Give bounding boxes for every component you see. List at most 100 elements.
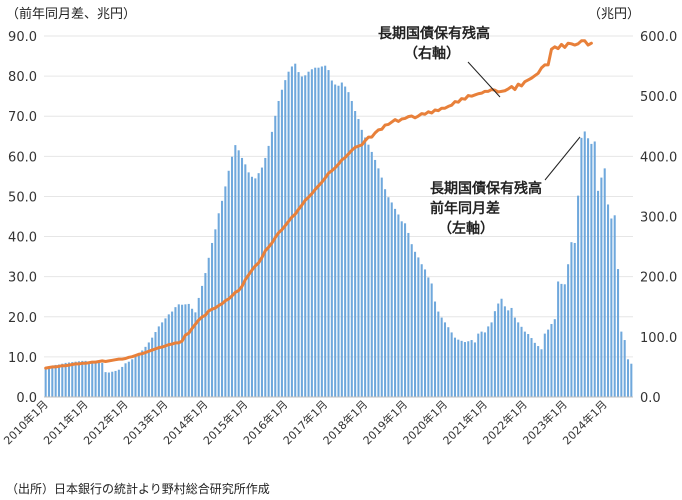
bar xyxy=(377,168,380,397)
bar xyxy=(134,356,137,397)
bar xyxy=(221,200,224,397)
bar xyxy=(350,100,353,397)
bar xyxy=(400,221,403,397)
right-tick-label: 100.0 xyxy=(640,331,677,346)
bar xyxy=(144,346,147,397)
bar xyxy=(47,366,51,397)
bar xyxy=(443,322,447,397)
bar xyxy=(307,71,310,397)
bar xyxy=(151,337,154,397)
bar xyxy=(67,362,70,397)
bar xyxy=(101,362,104,397)
left-tick-label: 40.0 xyxy=(8,231,37,246)
bar xyxy=(374,159,377,397)
bar xyxy=(570,242,573,397)
left-tick-label: 20.0 xyxy=(8,311,37,326)
bar xyxy=(364,137,367,398)
bar xyxy=(423,269,427,397)
source-note: （出所）日本銀行の統計より野村総合研究所作成 xyxy=(6,482,270,496)
bar xyxy=(184,304,187,397)
bar xyxy=(600,177,603,397)
bar xyxy=(330,80,333,398)
bar xyxy=(550,324,553,397)
bar xyxy=(354,111,357,397)
bar xyxy=(94,360,97,397)
bar xyxy=(467,341,470,397)
bar xyxy=(214,229,217,397)
bar xyxy=(181,304,184,397)
left-tick-label: 70.0 xyxy=(8,110,37,125)
line-series-leader xyxy=(467,61,501,98)
bar xyxy=(230,156,234,397)
bar xyxy=(297,72,300,397)
bar xyxy=(450,332,453,397)
bar xyxy=(490,322,493,397)
bar xyxy=(174,307,177,397)
bar xyxy=(613,215,616,397)
bar xyxy=(347,92,350,397)
bar xyxy=(380,177,383,397)
left-tick-label: 80.0 xyxy=(8,70,37,85)
bar xyxy=(91,361,94,397)
bar-series-subtitle: 前年同月差 xyxy=(430,200,500,217)
bar xyxy=(154,332,157,397)
bar xyxy=(517,322,520,397)
bar xyxy=(580,137,583,397)
bar xyxy=(414,251,417,397)
line-series-label: 長期国債保有残高 xyxy=(378,25,490,42)
bar xyxy=(583,131,586,397)
left-tick-label: 60.0 xyxy=(8,150,37,165)
bar xyxy=(477,333,480,397)
bar xyxy=(74,361,77,397)
bar xyxy=(497,303,500,397)
bar xyxy=(417,257,420,397)
bar xyxy=(197,297,200,397)
right-tick-label: 300.0 xyxy=(640,211,677,226)
bar xyxy=(121,366,124,397)
bar xyxy=(463,342,466,397)
bar xyxy=(71,362,74,397)
bar xyxy=(87,361,90,397)
bar xyxy=(384,189,387,397)
bar xyxy=(187,303,190,397)
bar xyxy=(480,331,483,397)
bar xyxy=(270,131,273,397)
bar xyxy=(427,277,430,397)
bar xyxy=(573,242,576,397)
bar xyxy=(44,366,47,397)
bar xyxy=(520,326,523,397)
bar xyxy=(237,150,240,397)
bar xyxy=(280,89,283,397)
bar xyxy=(567,264,570,397)
bar xyxy=(607,204,610,397)
bar xyxy=(267,145,270,397)
bar xyxy=(104,372,107,397)
bar xyxy=(254,178,257,397)
bar xyxy=(370,151,373,397)
bar xyxy=(344,86,347,397)
bar xyxy=(81,360,84,397)
left-tick-label: 90.0 xyxy=(8,30,37,45)
bar xyxy=(57,364,60,397)
bar xyxy=(563,284,566,397)
bar xyxy=(314,67,317,397)
bar xyxy=(407,232,410,397)
bar xyxy=(167,314,170,397)
bar xyxy=(327,70,330,397)
right-tick-label: 200.0 xyxy=(640,271,677,286)
bar xyxy=(111,371,114,397)
bar xyxy=(437,311,440,397)
right-tick-label: 500.0 xyxy=(640,90,677,105)
bar xyxy=(240,157,244,397)
bar xyxy=(310,69,313,397)
bar xyxy=(420,264,423,397)
bar xyxy=(367,144,370,397)
bar xyxy=(630,363,633,397)
bar xyxy=(610,218,613,397)
line-series-axis-note: （右軸） xyxy=(404,45,460,62)
bar xyxy=(124,363,127,397)
bar xyxy=(317,67,320,397)
bar xyxy=(473,342,476,397)
bar xyxy=(54,364,57,397)
